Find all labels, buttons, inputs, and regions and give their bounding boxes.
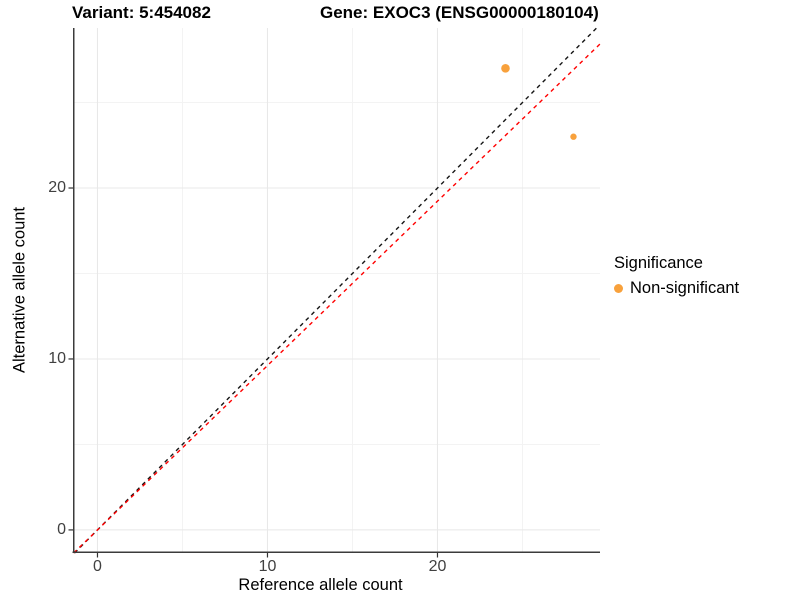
x-tick-label: 10 bbox=[258, 558, 277, 575]
gene-title: Gene: EXOC3 (ENSG00000180104) bbox=[320, 3, 599, 22]
legend-title: Significance bbox=[614, 254, 703, 272]
data-point bbox=[570, 133, 577, 140]
y-axis-title: Alternative allele count bbox=[10, 206, 29, 374]
y-tick-label: 10 bbox=[48, 349, 66, 367]
plot-panel bbox=[68, 27, 601, 558]
data-point bbox=[501, 64, 510, 73]
y-tick-label: 20 bbox=[48, 179, 66, 196]
abline-observed-ratio bbox=[73, 43, 601, 554]
x-tick-label: 0 bbox=[93, 558, 102, 575]
x-tick-label: 20 bbox=[428, 558, 447, 575]
legend-item-non-significant: Non-significant bbox=[614, 279, 739, 298]
non-significant-dot-icon bbox=[614, 284, 623, 293]
x-axis-title: Reference allele count bbox=[238, 576, 403, 594]
legend: Significance Non-significant bbox=[614, 254, 739, 298]
y-tick-label: 0 bbox=[57, 520, 66, 538]
scatter-plot-canvas bbox=[68, 27, 601, 558]
legend-item-label: Non-significant bbox=[630, 279, 740, 297]
variant-title: Variant: 5:454082 bbox=[72, 3, 211, 22]
abline-identity bbox=[74, 27, 598, 554]
